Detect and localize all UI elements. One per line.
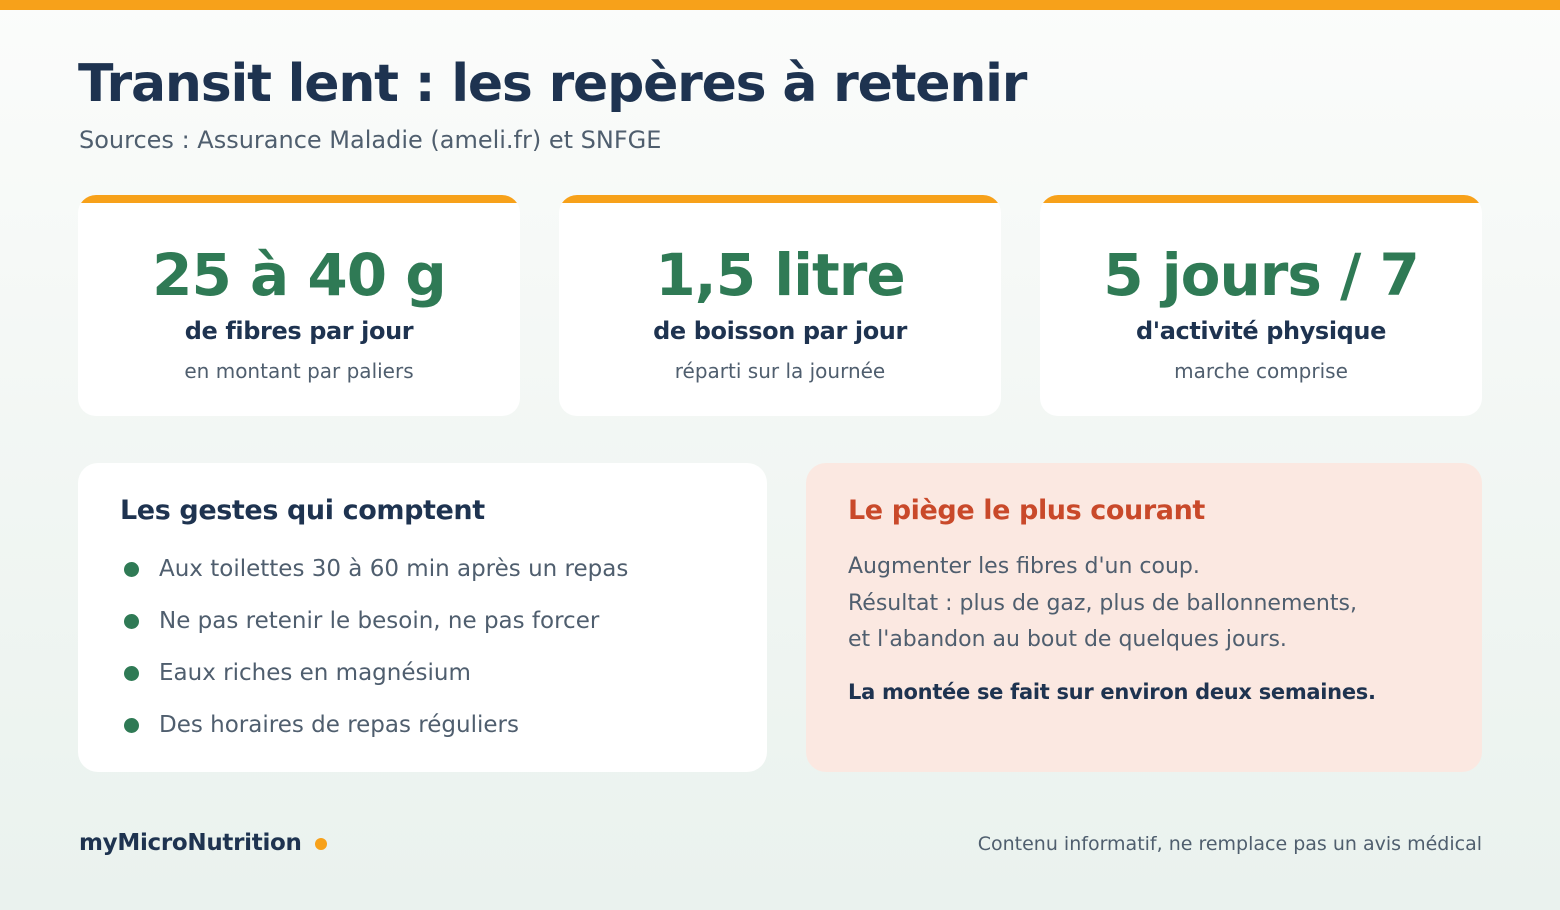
footer-disclaimer: Contenu informatif, ne remplace pas un a… bbox=[977, 833, 1482, 855]
trap-panel: Le piège le plus courant Augmenter les f… bbox=[806, 463, 1482, 772]
bullet-dot-icon bbox=[124, 614, 139, 629]
bullet-dot-icon bbox=[124, 562, 139, 577]
stat-note: marche comprise bbox=[1174, 359, 1348, 383]
brand-dot-icon bbox=[315, 838, 327, 850]
stat-note: réparti sur la journée bbox=[674, 359, 886, 383]
stat-value: 5 jours / 7 bbox=[1103, 241, 1420, 309]
top-accent-bar bbox=[0, 0, 1560, 10]
stat-value: 25 à 40 g bbox=[152, 241, 447, 309]
stat-label: d'activité physique bbox=[1136, 317, 1386, 345]
stat-value: 1,5 litre bbox=[655, 241, 905, 309]
gestures-list: Aux toilettes 30 à 60 min après un repas… bbox=[122, 551, 742, 759]
list-item-text: Eaux riches en magnésium bbox=[159, 660, 471, 686]
stat-card-boisson: 1,5 litre de boisson par jour réparti su… bbox=[559, 195, 1001, 416]
trap-line: Résultat : plus de gaz, plus de ballonne… bbox=[848, 590, 1357, 616]
list-item-text: Aux toilettes 30 à 60 min après un repas bbox=[159, 556, 629, 582]
list-item: Des horaires de repas réguliers bbox=[122, 707, 742, 759]
page-title: Transit lent : les repères à retenir bbox=[78, 54, 1027, 114]
stat-label: de boisson par jour bbox=[653, 317, 907, 345]
stat-note: en montant par paliers bbox=[184, 359, 414, 383]
bullet-dot-icon bbox=[124, 666, 139, 681]
trap-title: Le piège le plus courant bbox=[848, 495, 1205, 526]
gestures-panel: Les gestes qui comptent Aux toilettes 30… bbox=[78, 463, 767, 772]
trap-conclusion: La montée se fait sur environ deux semai… bbox=[848, 680, 1376, 704]
stat-card-activite: 5 jours / 7 d'activité physique marche c… bbox=[1040, 195, 1482, 416]
trap-line: Augmenter les fibres d'un coup. bbox=[848, 554, 1200, 579]
stat-label: de fibres par jour bbox=[184, 317, 414, 345]
bullet-dot-icon bbox=[124, 718, 139, 733]
trap-line: et l'abandon au bout de quelques jours. bbox=[848, 627, 1287, 652]
brand-name: myMicroNutrition bbox=[79, 830, 302, 856]
trap-text: Augmenter les fibres d'un coup. Résultat… bbox=[848, 549, 1448, 659]
page-subtitle: Sources : Assurance Maladie (ameli.fr) e… bbox=[79, 126, 662, 154]
list-item-text: Ne pas retenir le besoin, ne pas forcer bbox=[159, 608, 600, 634]
list-item: Aux toilettes 30 à 60 min après un repas bbox=[122, 551, 742, 603]
gestures-title: Les gestes qui comptent bbox=[120, 495, 485, 526]
list-item: Ne pas retenir le besoin, ne pas forcer bbox=[122, 603, 742, 655]
list-item-text: Des horaires de repas réguliers bbox=[159, 712, 519, 738]
list-item: Eaux riches en magnésium bbox=[122, 655, 742, 707]
stat-card-fibres: 25 à 40 g de fibres par jour en montant … bbox=[78, 195, 520, 416]
